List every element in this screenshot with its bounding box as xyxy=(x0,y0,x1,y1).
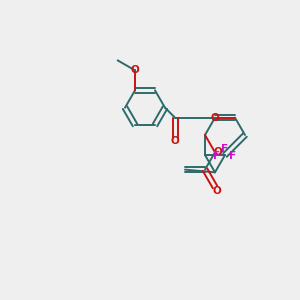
Text: O: O xyxy=(213,186,221,196)
Text: F: F xyxy=(213,151,220,161)
Text: O: O xyxy=(171,136,179,146)
Text: F: F xyxy=(230,151,237,161)
Text: O: O xyxy=(211,113,219,123)
Text: O: O xyxy=(214,147,222,157)
Text: F: F xyxy=(221,144,229,154)
Text: O: O xyxy=(130,65,140,75)
